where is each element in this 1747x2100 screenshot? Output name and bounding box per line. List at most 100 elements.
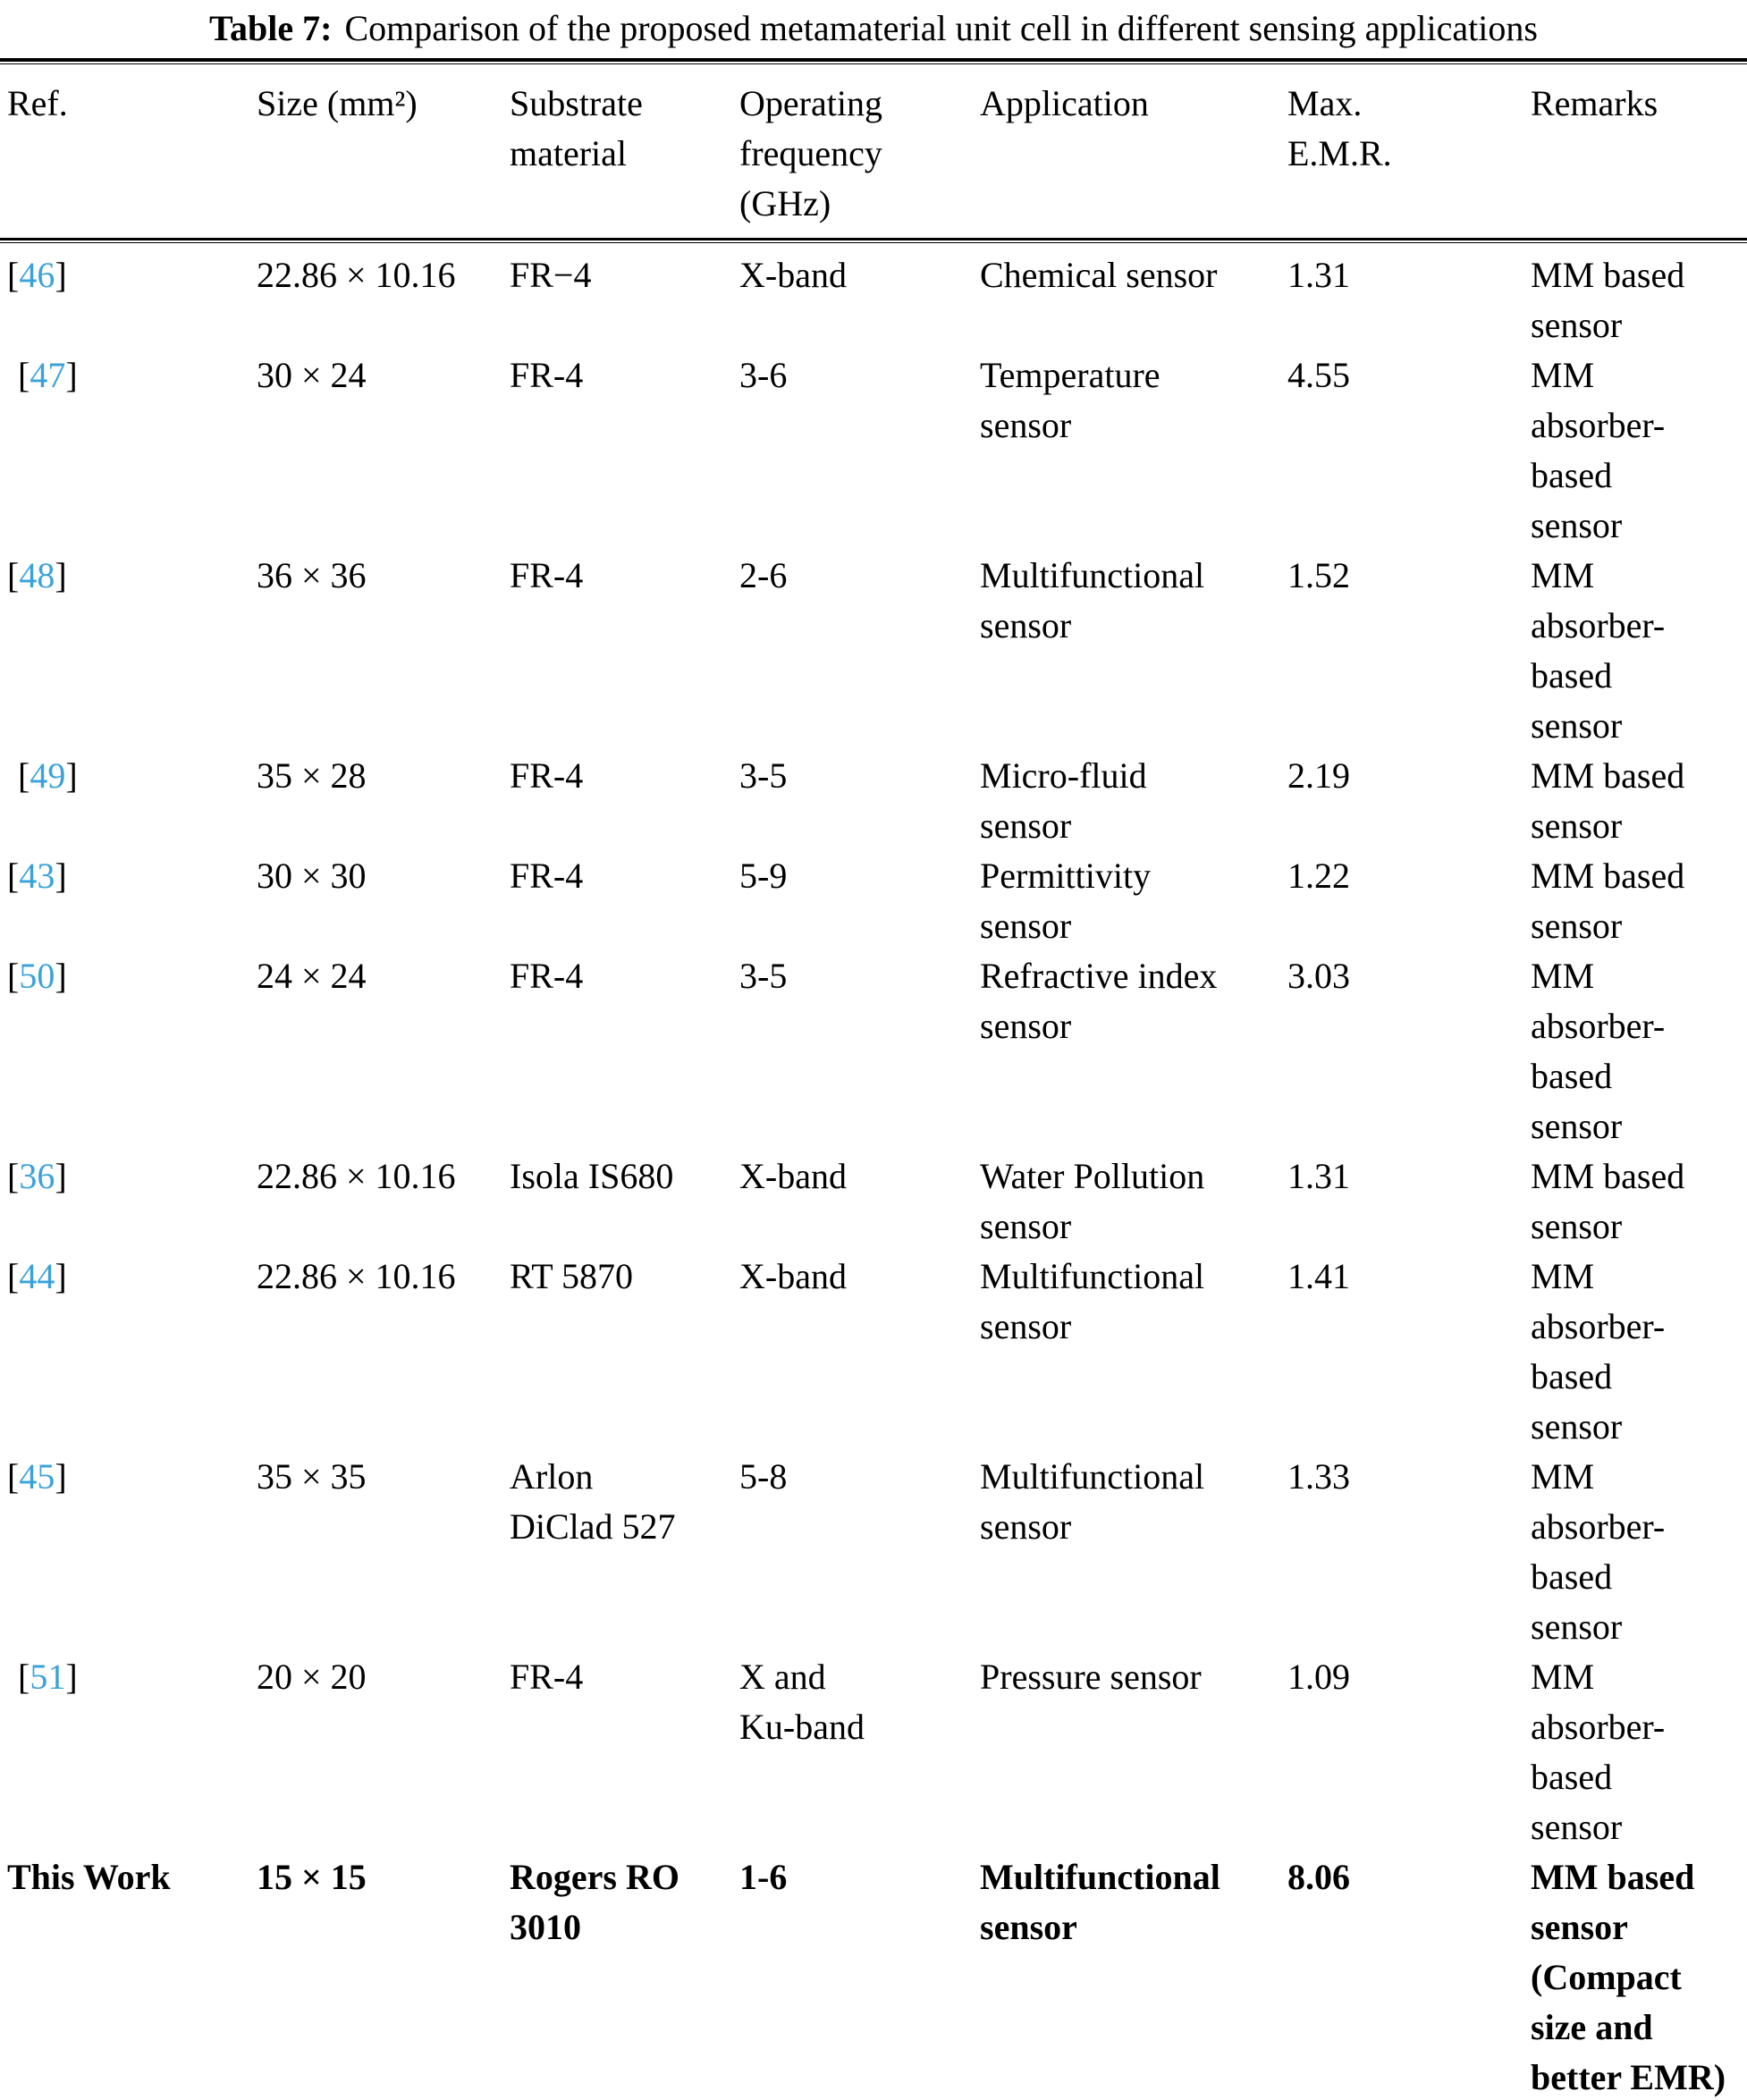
cell-frequency: 3-5 xyxy=(739,956,788,996)
citation-link[interactable]: 36 xyxy=(19,1156,55,1196)
cell-max-emr: 1.31 xyxy=(1287,255,1350,295)
cell-remarks: MM absorber- based sensor xyxy=(1531,1456,1666,1647)
citation-bracket-close: ] xyxy=(55,856,67,896)
table-caption-label: Table 7: xyxy=(209,8,333,48)
cell-ref: [47] xyxy=(0,350,257,401)
table-row: [46] 22.86 × 10.16 FR−4 X-band Chemical … xyxy=(0,250,1747,350)
cell-max-emr: 1.41 xyxy=(1287,1256,1350,1296)
citation-bracket-close: ] xyxy=(65,355,78,395)
column-header-remarks: Remarks xyxy=(1531,83,1658,123)
cell-size: 15 × 15 xyxy=(257,1857,367,1897)
column-header-max-emr: Max. E.M.R. xyxy=(1287,83,1392,173)
table-row: [49] 35 × 28 FR-4 3-5 Micro-fluid sensor… xyxy=(0,751,1747,851)
cell-max-emr: 1.09 xyxy=(1287,1657,1350,1697)
cell-application: Refractive index sensor xyxy=(980,956,1218,1046)
cell-substrate: Rogers RO 3010 xyxy=(510,1857,679,1947)
cell-size: 22.86 × 10.16 xyxy=(257,1156,456,1196)
cell-frequency: 2-6 xyxy=(739,555,788,595)
column-header-size: Size (mm²) xyxy=(257,83,418,123)
cell-remarks: MM based sensor xyxy=(1531,1156,1685,1246)
table-header-row: Ref. Size (mm²) Substrate material Opera… xyxy=(0,64,1747,238)
cell-ref: [51] xyxy=(0,1652,257,1702)
table-row: This Work 15 × 15 Rogers RO 3010 1-6 Mul… xyxy=(0,1852,1747,2100)
cell-frequency: 3-5 xyxy=(739,755,788,796)
citation-link[interactable]: 43 xyxy=(19,856,55,896)
table-row: [43] 30 × 30 FR-4 5-9 Permittivity senso… xyxy=(0,851,1747,951)
citation-bracket-open: [ xyxy=(7,1156,20,1196)
cell-size: 30 × 30 xyxy=(257,856,367,896)
cell-substrate: RT 5870 xyxy=(510,1256,633,1296)
column-header-ref: Ref. xyxy=(7,83,68,123)
cell-size: 36 × 36 xyxy=(257,555,367,595)
cell-frequency: X-band xyxy=(739,1256,847,1296)
cell-remarks: MM absorber- based sensor xyxy=(1531,355,1666,545)
citation-link[interactable]: 47 xyxy=(30,355,66,395)
table-top-rule xyxy=(0,58,1747,64)
citation-link[interactable]: 51 xyxy=(30,1657,66,1697)
cell-max-emr: 1.31 xyxy=(1287,1156,1350,1196)
cell-substrate: FR-4 xyxy=(510,1657,584,1697)
cell-remarks: MM based sensor xyxy=(1531,755,1685,846)
table-caption: Table 7: Comparison of the proposed metam… xyxy=(0,0,1747,54)
cell-application: Multifunctional sensor xyxy=(980,1456,1205,1547)
table-caption-text: Comparison of the proposed metamaterial … xyxy=(344,8,1538,48)
cell-substrate: FR-4 xyxy=(510,355,584,395)
cell-size: 35 × 28 xyxy=(257,755,367,796)
citation-link[interactable]: 49 xyxy=(30,755,66,796)
cell-substrate: FR-4 xyxy=(510,555,584,595)
citation-link[interactable]: 50 xyxy=(19,956,55,996)
table-row: [51] 20 × 20 FR-4 X and Ku-band Pressure… xyxy=(0,1652,1747,1852)
cell-frequency: 3-6 xyxy=(739,355,788,395)
table-row: [45] 35 × 35 Arlon DiClad 527 5-8 Multif… xyxy=(0,1452,1747,1652)
cell-frequency: X-band xyxy=(739,1156,847,1196)
cell-frequency: 1-6 xyxy=(739,1857,788,1897)
cell-max-emr: 1.33 xyxy=(1287,1456,1350,1497)
cell-remarks: MM based sensor xyxy=(1531,255,1685,345)
cell-max-emr: 8.06 xyxy=(1287,1857,1350,1897)
cell-remarks: MM absorber- based sensor xyxy=(1531,1256,1666,1446)
cell-max-emr: 1.52 xyxy=(1287,555,1350,595)
table-row: [48] 36 × 36 FR-4 2-6 Multifunctional se… xyxy=(0,551,1747,751)
citation-bracket-open: [ xyxy=(7,255,20,295)
citation-link[interactable]: 48 xyxy=(19,555,55,595)
cell-substrate: FR-4 xyxy=(510,956,584,996)
cell-remarks: MM based sensor xyxy=(1531,856,1685,946)
citation-link[interactable]: 46 xyxy=(19,255,55,295)
cell-frequency: X-band xyxy=(739,255,847,295)
citation-bracket-open: [ xyxy=(7,856,20,896)
cell-ref: [48] xyxy=(0,551,257,601)
cell-application: Multifunctional sensor xyxy=(980,1857,1220,1947)
column-header-substrate: Substrate material xyxy=(510,83,643,173)
citation-bracket-close: ] xyxy=(65,1657,78,1697)
citation-link[interactable]: 44 xyxy=(19,1256,55,1296)
cell-ref: [36] xyxy=(0,1151,257,1202)
cell-frequency: X and Ku-band xyxy=(739,1657,865,1747)
cell-max-emr: 2.19 xyxy=(1287,755,1350,796)
citation-bracket-close: ] xyxy=(55,956,67,996)
citation-bracket-close: ] xyxy=(55,1256,67,1296)
citation-link[interactable]: 45 xyxy=(19,1456,55,1497)
citation-bracket-open: [ xyxy=(18,1657,30,1697)
table-body: [46] 22.86 × 10.16 FR−4 X-band Chemical … xyxy=(0,243,1747,2100)
table-row: [36] 22.86 × 10.16 Isola IS680 X-band Wa… xyxy=(0,1151,1747,1252)
cell-size: 30 × 24 xyxy=(257,355,367,395)
cell-max-emr: 1.22 xyxy=(1287,856,1350,896)
cell-remarks: MM absorber- based sensor xyxy=(1531,1657,1666,1847)
cell-frequency: 5-8 xyxy=(739,1456,788,1497)
cell-substrate: Arlon DiClad 527 xyxy=(510,1456,676,1547)
citation-bracket-close: ] xyxy=(55,555,67,595)
cell-ref: [45] xyxy=(0,1452,257,1502)
cell-application: Multifunctional sensor xyxy=(980,555,1205,645)
cell-remarks: MM absorber- based sensor xyxy=(1531,555,1666,746)
table-row: [50] 24 × 24 FR-4 3-5 Refractive index s… xyxy=(0,951,1747,1151)
cell-remarks: MM based sensor (Compact size and better… xyxy=(1531,1857,1726,2097)
citation-bracket-open: [ xyxy=(7,1256,20,1296)
cell-application: Temperature sensor xyxy=(980,355,1160,445)
cell-application: Chemical sensor xyxy=(980,255,1218,295)
cell-ref: [44] xyxy=(0,1252,257,1302)
cell-ref: This Work xyxy=(7,1857,171,1897)
cell-application: Micro-fluid sensor xyxy=(980,755,1147,846)
cell-frequency: 5-9 xyxy=(739,856,788,896)
citation-bracket-open: [ xyxy=(18,755,30,796)
